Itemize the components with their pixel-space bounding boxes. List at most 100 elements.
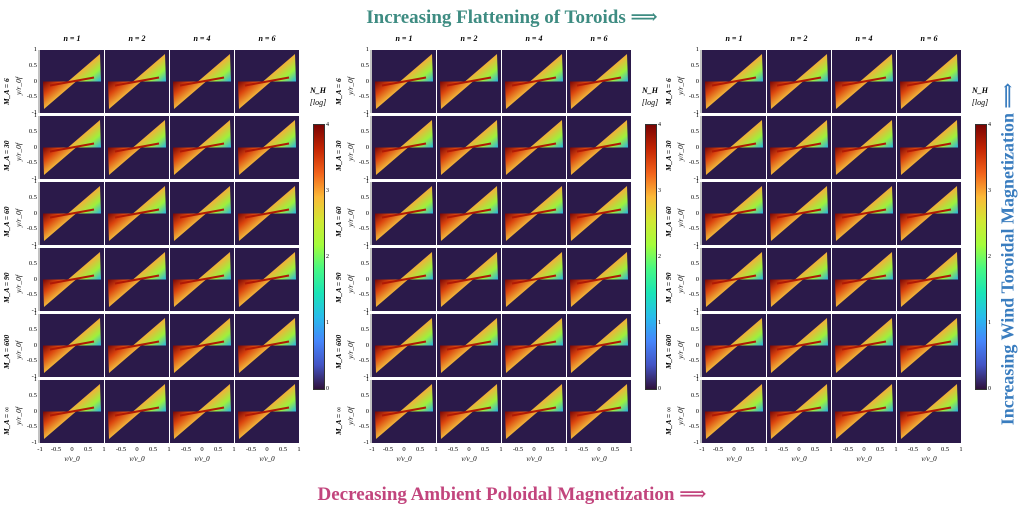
emission-lobe	[860, 186, 893, 214]
x-axis-label: v/v_0	[921, 455, 937, 463]
core-line	[511, 406, 557, 417]
emission-lobe	[465, 318, 498, 346]
emission-lobe	[173, 411, 206, 439]
core-line	[841, 142, 887, 153]
x-tick-label: 1	[434, 446, 438, 453]
emission-lobe	[925, 318, 958, 346]
colorbar-tick: 0	[326, 386, 329, 392]
emission-lobe	[705, 213, 738, 241]
emission-lobe	[900, 279, 933, 307]
y-tick-label: 1	[695, 46, 699, 53]
emission-lobe	[43, 345, 76, 373]
column-label: n = 2	[460, 34, 478, 43]
emission-lobe	[860, 252, 893, 280]
emission-lobe	[770, 81, 803, 109]
y-tick-label: 0.5	[28, 127, 37, 135]
emission-lobe	[570, 213, 603, 241]
y-tick-label: 0	[33, 77, 37, 85]
y-tick-label: 1	[33, 46, 37, 53]
y-tick-label: 0.5	[690, 193, 699, 201]
emission-lobe	[263, 252, 296, 280]
row-label: M_A = 90	[2, 272, 11, 303]
colorbar-title: N_H	[972, 86, 988, 95]
x-tick-label: -0.5	[245, 446, 257, 453]
y-tick-label: -1	[363, 439, 369, 446]
y-axis-label: y/r_0f	[14, 77, 23, 95]
emission-lobe	[440, 279, 473, 307]
core-line	[906, 406, 952, 417]
core-line	[511, 208, 557, 219]
y-tick-label: 0	[695, 407, 699, 415]
y-tick-label: 1	[33, 112, 37, 119]
emission-lobe	[400, 54, 433, 82]
y-tick-label: 0	[365, 77, 369, 85]
emission-lobe	[375, 279, 408, 307]
emission-lobe	[108, 147, 141, 175]
x-tick-label: 0	[732, 446, 736, 453]
y-axis-label: y/r_0f	[346, 143, 355, 161]
emission-lobe	[133, 120, 166, 148]
colorbar-tick: 3	[988, 188, 991, 194]
y-axis-label: y/r_0f	[676, 209, 685, 227]
colorbar-subtitle: [log]	[641, 98, 659, 107]
y-tick-label: 1	[33, 244, 37, 251]
x-tick-label: 0.5	[278, 446, 288, 453]
row-label: M_A = 30	[334, 140, 343, 171]
y-tick-label: 1	[33, 376, 37, 383]
emission-lobe	[263, 186, 296, 214]
emission-lobe	[860, 384, 893, 412]
emission-lobe	[505, 411, 538, 439]
emission-lobe	[795, 318, 828, 346]
emission-lobe	[43, 213, 76, 241]
core-line	[114, 76, 160, 87]
x-tick-label: -1	[369, 446, 375, 453]
x-axis-label: v/v_0	[396, 455, 412, 463]
emission-lobe	[900, 411, 933, 439]
x-tick-label: 1	[167, 446, 171, 453]
x-tick-label: -0.5	[777, 446, 789, 453]
column-label: n = 1	[725, 34, 743, 43]
y-tick-label: 0.5	[360, 193, 369, 201]
x-tick-label: 0	[927, 446, 931, 453]
core-line	[711, 340, 757, 351]
emission-lobe	[835, 411, 868, 439]
emission-lobe	[108, 81, 141, 109]
emission-lobe	[770, 279, 803, 307]
core-line	[179, 406, 225, 417]
y-tick-label: 1	[695, 112, 699, 119]
emission-lobe	[133, 54, 166, 82]
y-tick-label: 1	[365, 376, 369, 383]
y-axis-label: y/r_0f	[346, 77, 355, 95]
y-tick-label: 0	[365, 407, 369, 415]
x-tick-label: -0.5	[842, 446, 854, 453]
core-line	[906, 340, 952, 351]
emission-lobe	[705, 147, 738, 175]
y-tick-label: 0.5	[690, 325, 699, 333]
x-axis-label: v/v_0	[791, 455, 807, 463]
x-tick-label: 1	[102, 446, 106, 453]
colorbar-tick: 1	[988, 320, 991, 326]
y-tick-label: -0.5	[688, 159, 699, 167]
x-axis-label: v/v_0	[856, 455, 872, 463]
y-tick-label: 0	[695, 209, 699, 217]
y-tick-label: 0	[695, 143, 699, 151]
core-line	[776, 406, 822, 417]
colorbar-tick: 3	[658, 188, 661, 194]
emission-lobe	[400, 186, 433, 214]
emission-lobe	[68, 384, 101, 412]
y-tick-label: 1	[33, 310, 37, 317]
emission-lobe	[400, 252, 433, 280]
emission-lobe	[595, 54, 628, 82]
y-tick-label: 1	[695, 376, 699, 383]
y-tick-label: 1	[365, 244, 369, 251]
core-line	[114, 406, 160, 417]
x-tick-label: 0.5	[745, 446, 755, 453]
emission-lobe	[173, 147, 206, 175]
y-tick-label: -0.5	[26, 159, 37, 167]
y-axis-label: y/r_0f	[346, 209, 355, 227]
emission-lobe	[900, 81, 933, 109]
emission-lobe	[108, 279, 141, 307]
core-line	[446, 274, 492, 285]
emission-lobe	[400, 384, 433, 412]
core-line	[49, 340, 95, 351]
